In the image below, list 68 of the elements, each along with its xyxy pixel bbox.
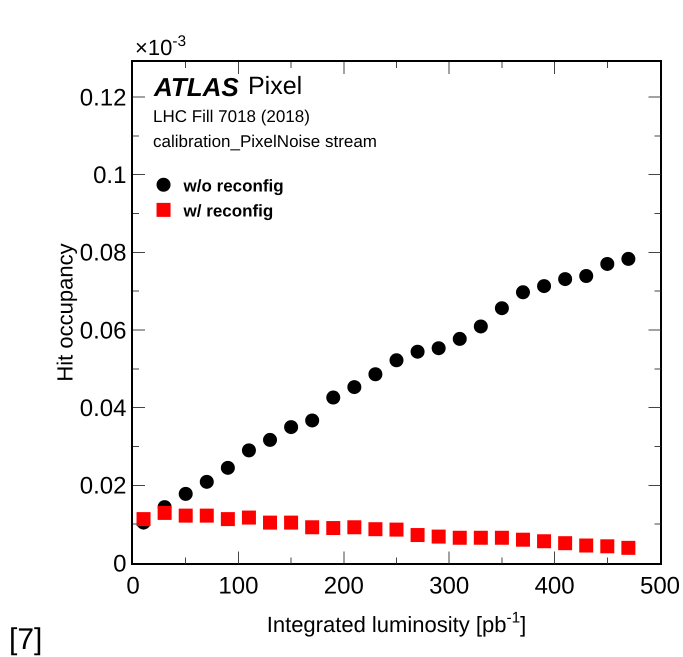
- y-tick-label: 0.12: [80, 84, 126, 112]
- x-axis-title: Integrated luminosity [pb$^{-1}$]: [266, 610, 526, 637]
- point: [474, 530, 488, 545]
- point: [452, 530, 467, 545]
- point: [347, 520, 362, 534]
- point: [284, 516, 298, 530]
- point: [600, 539, 614, 554]
- point: [242, 443, 256, 458]
- point: [579, 538, 594, 553]
- y-tick-label: 0.02: [80, 472, 126, 500]
- point: [600, 256, 614, 271]
- point: [178, 486, 193, 501]
- point: [558, 272, 572, 286]
- text: ×10$^{-3}$: [135, 33, 186, 60]
- point: [136, 512, 151, 526]
- point: [390, 353, 404, 368]
- point: [263, 516, 278, 530]
- point: [200, 474, 214, 489]
- annotation: LHC Fill 7018 (2018): [153, 107, 310, 126]
- point: [326, 521, 340, 536]
- point: [537, 534, 552, 548]
- y-tick-label: 0.08: [80, 240, 126, 267]
- x-tick-label: 100: [218, 572, 258, 600]
- point: [410, 528, 425, 542]
- point: [158, 506, 172, 520]
- x-tick-label: 400: [534, 572, 575, 600]
- annotation: ATLAS: [153, 72, 240, 102]
- point: [305, 520, 320, 534]
- point: [516, 532, 530, 547]
- y-tick-label: 0.04: [80, 395, 126, 422]
- legend-label: w/o reconfig: [182, 176, 284, 196]
- text: [7]: [9, 623, 42, 656]
- point: [474, 319, 488, 334]
- point: [200, 508, 214, 523]
- point: [263, 432, 278, 447]
- point: [326, 390, 340, 405]
- annotation: calibration_PixelNoise stream: [153, 132, 377, 151]
- point: [347, 380, 362, 394]
- x-tick-label: 200: [324, 572, 364, 600]
- point: [242, 510, 256, 525]
- point: [368, 522, 382, 536]
- point: [432, 530, 446, 544]
- point: [537, 279, 552, 294]
- x-tick-label: 500: [640, 572, 680, 600]
- point: [432, 341, 446, 356]
- point: [452, 332, 467, 346]
- point: [494, 301, 509, 316]
- point: [368, 367, 382, 382]
- point: [178, 508, 193, 523]
- y-axis-title: Hit occupancy: [52, 243, 78, 382]
- y-tick-label: 0.1: [93, 162, 126, 190]
- point: [220, 512, 235, 526]
- legend-label: w/ reconfig: [182, 201, 274, 220]
- point: [516, 285, 530, 300]
- point: [621, 252, 636, 266]
- y-tick-label: 0: [113, 550, 126, 578]
- y-tick-label: 0.06: [80, 317, 126, 344]
- point: [494, 530, 509, 545]
- point: [579, 268, 594, 283]
- point: [621, 540, 636, 555]
- point: [305, 413, 320, 428]
- point: [220, 460, 235, 475]
- x-tick-label: 300: [429, 572, 470, 600]
- point: [390, 522, 404, 537]
- point: [558, 536, 572, 550]
- annotation: Pixel: [248, 72, 302, 100]
- point: [284, 420, 298, 434]
- point: [410, 344, 425, 359]
